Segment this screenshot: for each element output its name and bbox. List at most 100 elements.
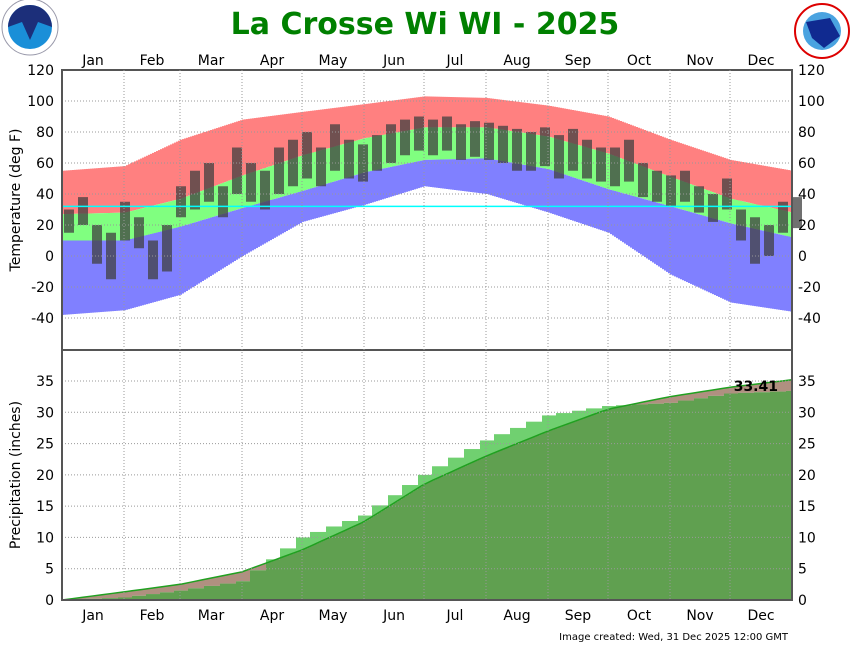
month-label-bottom: Feb: [140, 608, 165, 624]
record-low-bar: [254, 204, 256, 250]
record-low-bar: [718, 220, 720, 297]
record-low-bar: [206, 218, 208, 279]
record-high-bar: [398, 99, 400, 133]
precip-diff-bar: [314, 531, 316, 545]
precip-diff-bar: [448, 457, 450, 474]
precip-bar: [354, 526, 356, 600]
record-low-bar: [438, 159, 440, 188]
record-low-bar: [474, 158, 476, 193]
record-high-bar: [94, 168, 96, 214]
precip-bar: [428, 482, 430, 600]
precip-bar: [614, 407, 616, 600]
record-low-bar: [702, 215, 704, 290]
record-low-bar: [214, 216, 216, 274]
record-low-bar: [768, 232, 770, 309]
precip-bar: [474, 461, 476, 600]
record-high-bar: [788, 170, 790, 212]
record-high-bar: [420, 96, 422, 129]
record-low-bar: [460, 159, 462, 191]
record-low-bar: [132, 238, 134, 309]
precip-diff-bar: [554, 415, 556, 429]
observed-temp-bar: [764, 225, 774, 256]
record-low-bar: [742, 226, 744, 305]
record-high-bar: [212, 129, 214, 187]
record-high-bar: [746, 162, 748, 203]
precip-bar: [422, 485, 424, 600]
record-low-bar: [174, 228, 176, 297]
record-low-bar: [216, 215, 218, 273]
record-high-bar: [614, 118, 616, 156]
record-low-bar: [328, 183, 330, 215]
precip-bar: [770, 391, 772, 600]
normal-range-bar: [314, 151, 316, 188]
record-high-bar: [540, 104, 542, 136]
record-high-bar: [452, 97, 454, 128]
record-high-bar: [354, 105, 356, 141]
precip-bar: [588, 416, 590, 600]
precip-bar: [192, 588, 194, 600]
precip-diff-bar: [660, 398, 662, 404]
precip-diff-bar: [130, 591, 132, 598]
precip-bar: [124, 597, 126, 600]
precip-diff-bar: [362, 515, 364, 523]
record-high-bar: [426, 96, 428, 128]
record-high-bar: [294, 112, 296, 158]
record-high-bar: [548, 105, 550, 137]
record-low-bar: [758, 229, 760, 307]
precip-bar: [582, 418, 584, 600]
precip-bar: [418, 487, 420, 600]
precip-diff-bar: [720, 388, 722, 396]
record-low-bar: [440, 159, 442, 189]
record-low-bar: [434, 159, 436, 188]
precip-diff-bar: [484, 440, 486, 457]
record-low-bar: [726, 222, 728, 301]
record-low-bar: [390, 166, 392, 197]
record-high-bar: [74, 169, 76, 214]
precip-bar: [346, 529, 348, 600]
record-low-bar: [772, 232, 774, 309]
precip-diff-bar: [530, 421, 532, 439]
record-low-bar: [628, 194, 630, 247]
precip-diff-bar: [230, 574, 232, 584]
precip-bar: [274, 560, 276, 600]
record-low-bar: [760, 230, 762, 307]
record-low-bar: [666, 205, 668, 272]
precip-bar: [254, 570, 256, 600]
precip-bar: [396, 501, 398, 600]
y-tick-right: 0: [798, 593, 807, 609]
precip-diff-bar: [400, 495, 402, 500]
record-high-bar: [96, 168, 98, 214]
record-low-bar: [646, 199, 648, 259]
record-low-bar: [142, 236, 144, 306]
precip-diff-bar: [520, 427, 522, 443]
precip-diff-bar: [416, 485, 418, 490]
precip-bar: [360, 523, 362, 600]
record-high-bar: [758, 164, 760, 205]
record-high-bar: [568, 109, 570, 143]
record-high-bar: [182, 139, 184, 198]
record-high-bar: [216, 128, 218, 186]
record-high-bar: [598, 114, 600, 151]
record-low-bar: [382, 168, 384, 200]
normal-range-bar: [88, 213, 90, 241]
precip-bar: [464, 466, 466, 600]
record-high-bar: [486, 97, 488, 128]
precip-diff-bar: [286, 548, 288, 556]
precip-diff-bar: [584, 410, 586, 418]
record-high-bar: [144, 156, 146, 208]
observed-temp-bar: [540, 127, 550, 167]
record-high-bar: [690, 146, 692, 185]
observed-temp-bar: [498, 125, 508, 163]
record-high-bar: [528, 103, 530, 134]
record-low-bar: [752, 228, 754, 306]
y-tick-left: 30: [36, 405, 54, 421]
normal-range-bar: [174, 200, 176, 229]
record-high-bar: [428, 96, 430, 128]
precip-diff-bar: [422, 474, 424, 486]
record-high-bar: [536, 104, 538, 135]
record-low-bar: [716, 219, 718, 296]
record-high-bar: [604, 115, 606, 153]
record-high-bar: [360, 104, 362, 140]
y-tick-left: 25: [36, 437, 54, 453]
record-low-bar: [94, 240, 96, 313]
